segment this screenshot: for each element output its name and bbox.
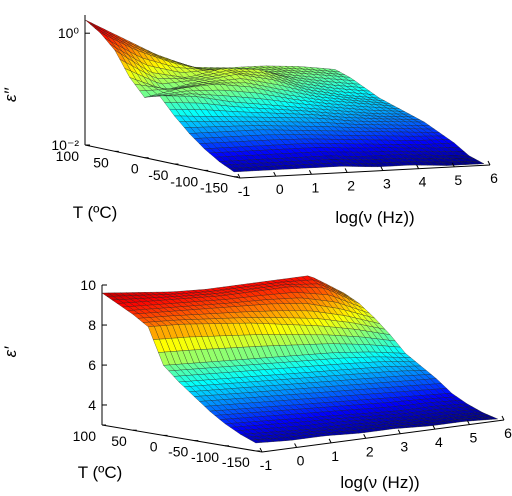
x-tick-label: 0 (276, 181, 284, 197)
z-tick-label: 10⁻² (51, 137, 79, 153)
x-tick-label: 5 (470, 430, 478, 446)
x-tick-mark (273, 171, 277, 177)
x-tick-label: 3 (400, 439, 408, 455)
chart-0: -1 0 1 2 3 4 5 6 100 50 0 -50 -100 -150 10⁰ 10⁻² log(ν (… (1, 15, 498, 227)
x-tick-mark (451, 162, 455, 168)
x-tick-label: 2 (347, 177, 355, 193)
y-axis-label: T (ºC) (78, 463, 123, 482)
x-tick-label: 2 (366, 443, 374, 459)
z-axis-label: ε′′ (1, 87, 20, 102)
y-tick-label: -50 (168, 444, 188, 460)
x-axis-label: log(ν (Hz)) (340, 473, 419, 492)
y-tick-label: -100 (191, 449, 219, 465)
x-tick-mark (380, 166, 384, 171)
x-tick-mark (363, 434, 367, 439)
y-tick-label: 100 (56, 148, 80, 164)
x-tick-mark (294, 443, 298, 448)
x-tick-mark (466, 420, 470, 425)
x-axis-line (239, 164, 491, 179)
y-tick-label: -150 (200, 180, 228, 196)
y-axis-line (84, 144, 241, 179)
x-tick-mark (344, 168, 348, 173)
z-tick-label: 6 (88, 357, 96, 373)
y-tick-label: -50 (148, 167, 168, 183)
y-axis-line (101, 424, 263, 453)
x-tick-label: -1 (260, 457, 273, 473)
surface-patch (250, 439, 263, 444)
chart-1: -1 0 1 2 3 4 5 6 100 50 0 -50 -100 -150 10 8 6 4 log(ν (Hz… (1, 275, 512, 492)
y-tick-label: 100 (73, 428, 97, 444)
x-tick-label: 6 (490, 170, 498, 186)
x-tick-label: 1 (331, 448, 339, 464)
y-tick-label: 0 (131, 161, 139, 177)
surface (101, 275, 498, 444)
z-tick-label: 10 (80, 277, 96, 293)
y-tick-label: 50 (111, 433, 127, 449)
x-tick-label: 4 (419, 174, 427, 190)
x-axis-line (261, 419, 505, 453)
surface-patch (84, 19, 97, 28)
x-tick-mark (237, 173, 241, 179)
surface-patch (228, 167, 241, 173)
z-tick-label: 4 (88, 397, 96, 413)
x-tick-mark (416, 164, 420, 169)
y-tick-label: -100 (170, 173, 198, 189)
x-tick-label: 0 (297, 452, 305, 468)
x-tick-label: 6 (504, 425, 512, 441)
y-tick-label: 0 (150, 438, 158, 454)
y-tick-label: -150 (222, 454, 250, 470)
x-tick-mark (328, 438, 332, 444)
x-tick-mark (397, 429, 401, 434)
y-axis-label: T (ºC) (73, 203, 118, 222)
x-axis-label: log(ν (Hz)) (335, 208, 414, 227)
x-tick-mark (487, 160, 491, 166)
x-tick-label: -1 (238, 183, 251, 199)
x-tick-label: 4 (435, 434, 443, 450)
z-tick-label: 8 (88, 317, 96, 333)
z-tick-label: 10⁰ (58, 25, 80, 41)
y-tick-label: 50 (93, 154, 109, 170)
surface (84, 19, 485, 173)
x-tick-mark (432, 424, 436, 430)
x-tick-mark (501, 415, 505, 421)
x-tick-mark (308, 170, 312, 175)
x-tick-mark (259, 447, 263, 453)
z-axis-label: ε′ (1, 346, 20, 357)
x-tick-label: 1 (312, 179, 320, 195)
x-tick-label: 3 (383, 176, 391, 192)
x-tick-label: 5 (454, 172, 462, 188)
